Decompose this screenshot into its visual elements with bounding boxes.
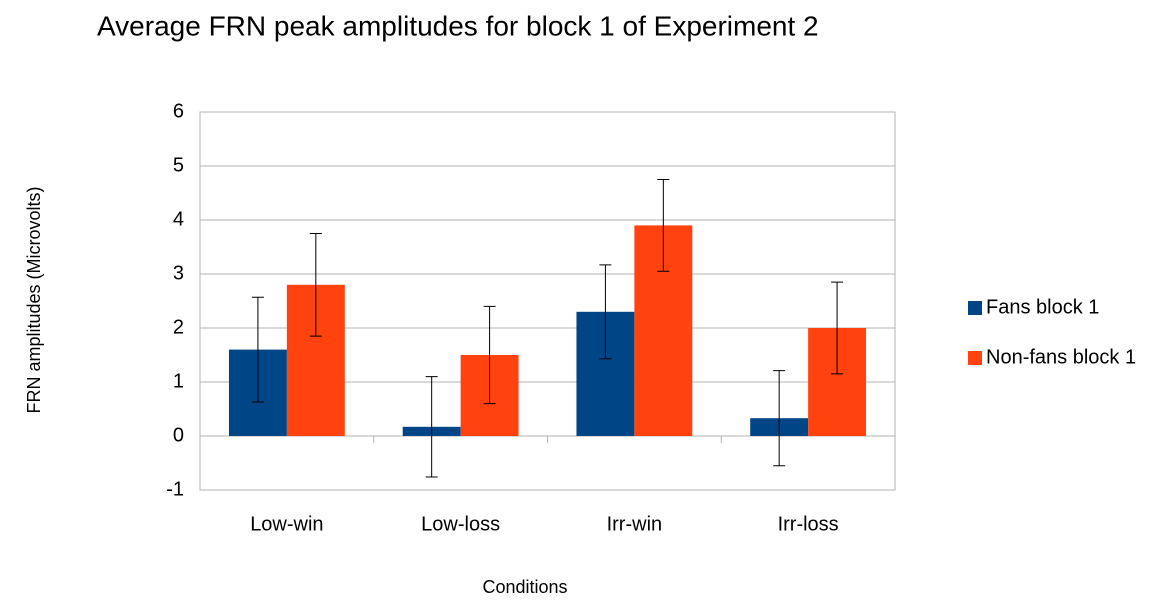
y-tick-label: 5 xyxy=(173,154,184,176)
x-tick-label: Irr-win xyxy=(607,513,663,535)
legend-label: Non-fans block 1 xyxy=(986,346,1136,368)
y-axis-label: FRN amplitudes (Microvolts) xyxy=(24,186,44,413)
y-tick-label: 0 xyxy=(173,424,184,446)
y-tick-label: 4 xyxy=(173,208,184,230)
y-tick-label: -1 xyxy=(166,478,184,500)
legend-swatch xyxy=(968,301,982,315)
y-tick-label: 2 xyxy=(173,316,184,338)
error-bar xyxy=(425,376,438,478)
error-bar xyxy=(251,296,264,403)
plot-border xyxy=(199,111,896,491)
error-bar xyxy=(483,305,496,405)
chart-title: Average FRN peak amplitudes for block 1 … xyxy=(97,10,819,41)
y-tick-label: 6 xyxy=(173,100,184,122)
error-bar xyxy=(773,370,786,467)
error-bar xyxy=(599,264,612,360)
x-tick-label: Low-loss xyxy=(421,513,500,535)
error-bar xyxy=(831,281,844,375)
x-tick-label: Low-win xyxy=(250,513,323,535)
y-tick-label: 1 xyxy=(173,370,184,392)
error-bar xyxy=(309,233,322,337)
legend-label: Fans block 1 xyxy=(986,296,1099,318)
y-tick-label: 3 xyxy=(173,262,184,284)
error-bar xyxy=(657,179,670,272)
x-tick-label: Irr-loss xyxy=(778,513,839,535)
legend-swatch xyxy=(968,351,982,365)
x-axis-label: Conditions xyxy=(482,577,567,597)
